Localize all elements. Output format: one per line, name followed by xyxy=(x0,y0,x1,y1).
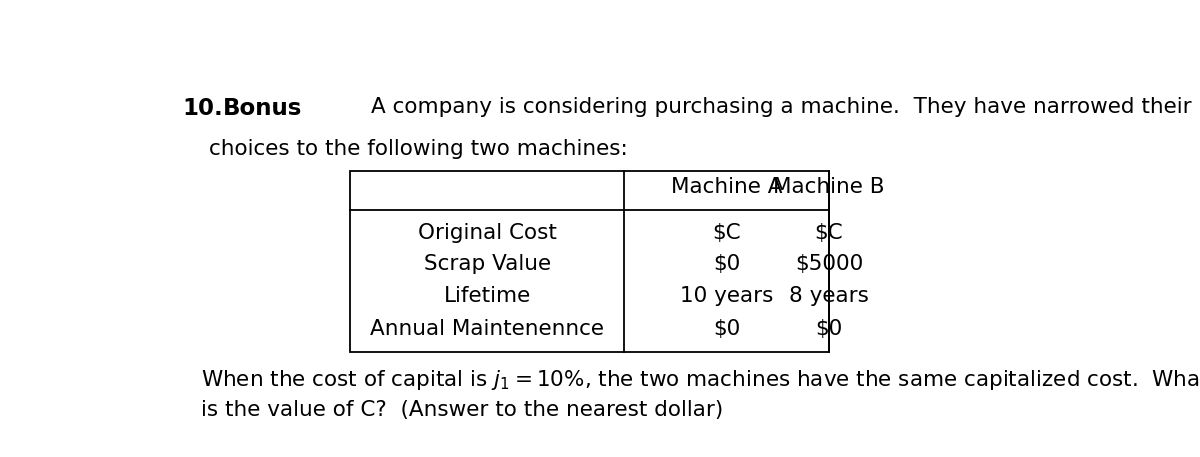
Text: is the value of C?  (Answer to the nearest dollar): is the value of C? (Answer to the neares… xyxy=(202,400,724,420)
Text: A company is considering purchasing a machine.  They have narrowed their: A company is considering purchasing a ma… xyxy=(371,97,1192,117)
Text: choices to the following two machines:: choices to the following two machines: xyxy=(209,139,628,159)
Text: $C: $C xyxy=(713,223,740,243)
Text: Machine B: Machine B xyxy=(773,177,884,197)
Bar xyxy=(350,171,829,352)
Text: Lifetime: Lifetime xyxy=(444,286,530,306)
Text: 8 years: 8 years xyxy=(788,286,869,306)
Text: $0: $0 xyxy=(713,319,740,339)
Text: $0: $0 xyxy=(815,319,842,339)
Text: Bonus: Bonus xyxy=(222,97,302,120)
Text: Annual Maintenennce: Annual Maintenennce xyxy=(370,319,604,339)
Text: $C: $C xyxy=(815,223,844,243)
Text: 10 years: 10 years xyxy=(680,286,773,306)
Text: 10.: 10. xyxy=(182,97,223,120)
Text: $5000: $5000 xyxy=(794,254,863,274)
Text: Original Cost: Original Cost xyxy=(418,223,557,243)
Text: When the cost of capital is $j_1 = 10\%$, the two machines have the same capital: When the cost of capital is $j_1 = 10\%$… xyxy=(202,368,1200,392)
Text: $0: $0 xyxy=(713,254,740,274)
Text: Scrap Value: Scrap Value xyxy=(424,254,551,274)
Text: Machine A: Machine A xyxy=(671,177,782,197)
Text: ·: · xyxy=(271,97,278,120)
